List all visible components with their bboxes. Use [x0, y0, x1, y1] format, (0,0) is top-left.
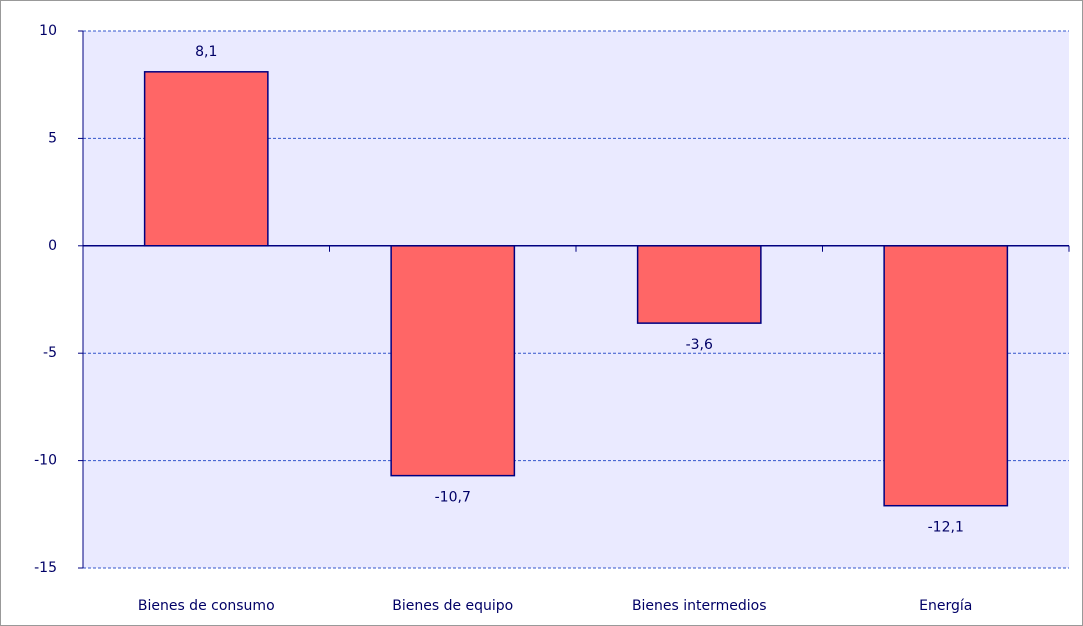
value-label: -12,1 [928, 520, 964, 536]
y-tick-label: -15 [34, 560, 57, 576]
value-label: 8,1 [195, 44, 217, 60]
y-tick-label: 10 [39, 23, 57, 39]
value-label: -10,7 [435, 490, 471, 506]
bar [883, 245, 1009, 507]
bar [143, 71, 269, 247]
x-tick-label: Bienes de equipo [392, 598, 513, 614]
value-label: -3,6 [686, 337, 713, 353]
y-tick-label: 0 [48, 238, 57, 254]
y-tick-label: -10 [34, 453, 57, 469]
bar [390, 245, 516, 477]
y-tick-label: 5 [48, 130, 57, 146]
x-tick-label: Energía [919, 598, 972, 614]
y-tick-label: -5 [43, 345, 57, 361]
x-tick-label: Bienes de consumo [138, 598, 275, 614]
bar [636, 245, 762, 324]
x-tick-label: Bienes intermedios [632, 598, 767, 614]
